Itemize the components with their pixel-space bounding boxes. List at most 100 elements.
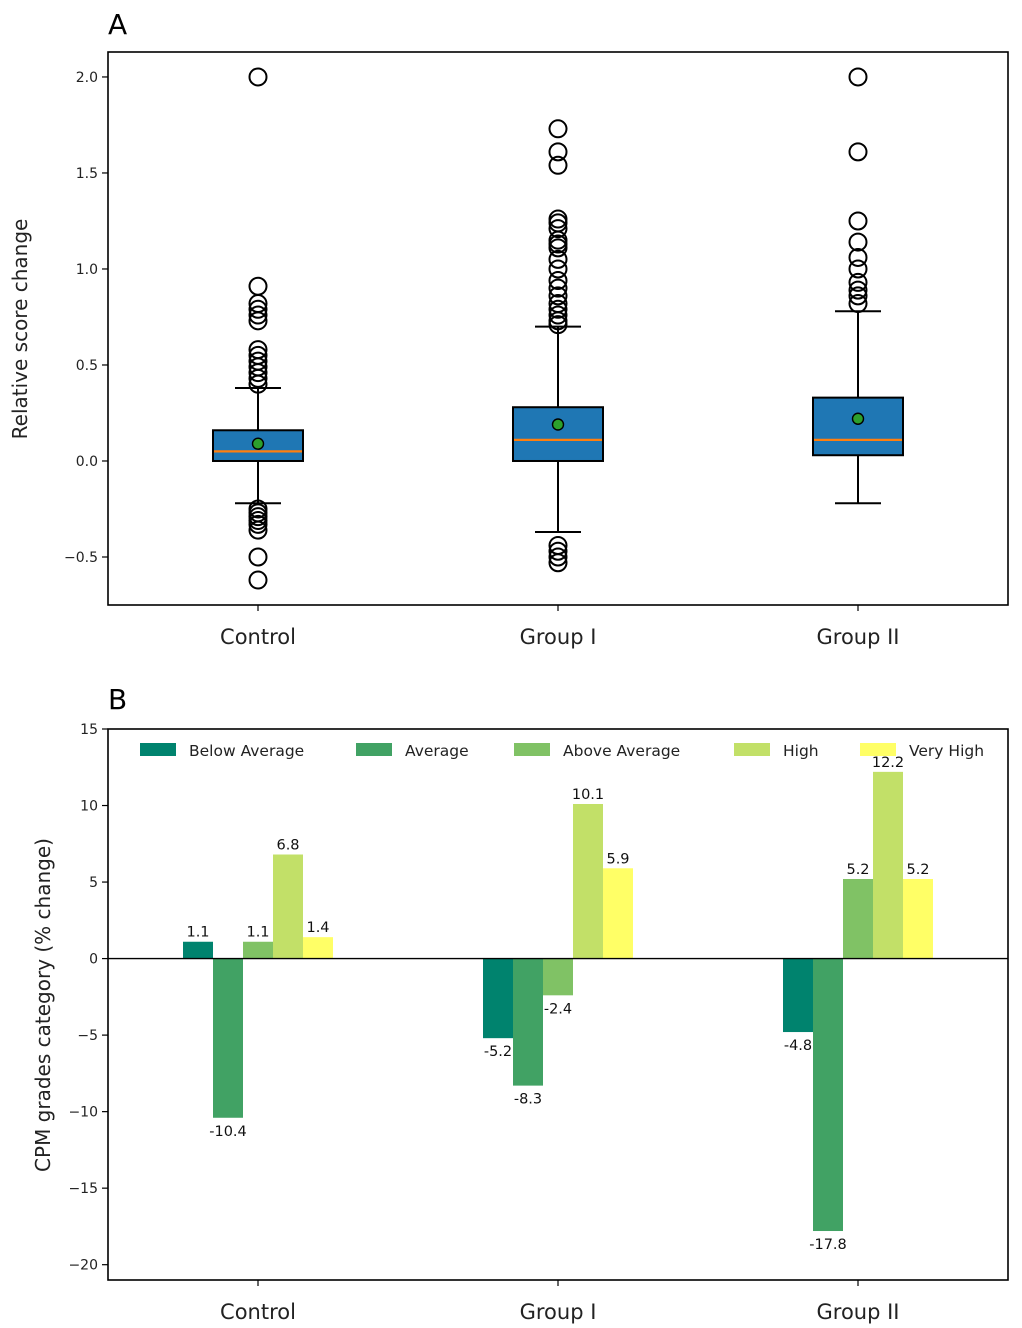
legend-swatch xyxy=(140,743,176,756)
bar-value-label: -17.8 xyxy=(809,1237,847,1253)
y-tick-label: 0.0 xyxy=(76,454,98,470)
box-group-ii xyxy=(812,67,904,505)
bar xyxy=(783,958,813,1033)
legend-item: Below Average xyxy=(140,742,304,760)
interquartile-box xyxy=(812,396,904,457)
bar-value-label: -4.8 xyxy=(784,1038,812,1054)
outlier-point xyxy=(848,232,868,252)
legend-item: Average xyxy=(356,742,469,760)
bar-group-control: 1.1 -10.4 1.1 6.8 1.4 xyxy=(183,838,333,1140)
outlier-point xyxy=(848,294,868,314)
x-tick-label: Control xyxy=(220,1300,296,1324)
bar-value-label: -8.3 xyxy=(514,1092,542,1108)
panel-a-x-axis: Control Group I Group II xyxy=(220,605,900,649)
legend-swatch xyxy=(356,743,392,756)
bar-group-group-i: -5.2 -8.3 -2.4 10.1 5.9 xyxy=(483,787,633,1108)
x-tick-label: Control xyxy=(220,625,296,649)
outlier-point xyxy=(548,119,568,139)
bar-value-label: 5.2 xyxy=(906,862,929,878)
panel-b-plot-area: 1.1 -10.4 1.1 6.8 1.4 -5.2 -8.3 -2.4 10.1 5.9 -4.8… xyxy=(108,755,1008,1253)
bar xyxy=(243,941,273,959)
outlier-point xyxy=(548,219,568,239)
x-tick-label: Group I xyxy=(520,625,597,649)
legend-swatch xyxy=(734,743,770,756)
y-tick-label: −0.5 xyxy=(64,550,98,566)
outlier-point xyxy=(548,209,568,229)
bar-value-label: -2.4 xyxy=(544,1001,572,1017)
outlier-point xyxy=(248,368,268,388)
bar-value-label: 6.8 xyxy=(276,838,299,854)
legend-swatch xyxy=(514,743,550,756)
bar-group-group-ii: -4.8 -17.8 5.2 12.2 5.2 xyxy=(783,755,933,1253)
outlier-point xyxy=(848,142,868,162)
outlier-point xyxy=(848,286,868,306)
legend-label: Above Average xyxy=(563,742,680,760)
outlier-point xyxy=(548,299,568,319)
bar xyxy=(603,868,633,959)
x-tick-label: Group II xyxy=(817,1300,900,1324)
x-tick-label: Group I xyxy=(520,1300,597,1324)
bar xyxy=(573,803,603,959)
bar xyxy=(513,958,543,1086)
outlier-point xyxy=(248,514,268,534)
outlier-point xyxy=(548,315,568,335)
panel-b-x-axis: Control Group I Group II xyxy=(220,1280,900,1324)
bar xyxy=(843,878,873,959)
y-tick-label: 0 xyxy=(89,952,98,968)
bar-value-label: 1.4 xyxy=(306,920,329,936)
outlier-point xyxy=(248,374,268,394)
y-tick-label: −10 xyxy=(68,1105,98,1121)
outlier-point xyxy=(548,553,568,573)
panel-a-plot-area xyxy=(212,67,904,590)
outlier-point xyxy=(548,305,568,325)
outlier-point xyxy=(548,286,568,306)
legend-item: Very High xyxy=(860,742,984,760)
bar xyxy=(813,958,843,1232)
bar-value-label: 10.1 xyxy=(572,787,604,803)
outlier-point xyxy=(248,363,268,383)
bar xyxy=(183,941,213,959)
bar-value-label: -5.2 xyxy=(484,1044,512,1060)
bar-value-label: 1.1 xyxy=(246,925,269,941)
mean-marker xyxy=(851,412,865,425)
panel-a-label: A xyxy=(108,8,127,41)
bar xyxy=(303,937,333,959)
legend-label: Below Average xyxy=(189,742,304,760)
outlier-point xyxy=(248,547,268,567)
y-tick-label: 0.5 xyxy=(76,358,98,374)
bar-value-label: 1.1 xyxy=(186,925,209,941)
outlier-point xyxy=(248,311,268,331)
legend-item: Above Average xyxy=(514,742,680,760)
outlier-point xyxy=(248,299,268,319)
legend-item: High xyxy=(734,742,819,760)
outlier-point xyxy=(548,278,568,298)
panel-a-y-axis: −0.5 0.0 0.5 1.0 1.5 2.0 xyxy=(64,70,108,566)
outlier-point xyxy=(548,259,568,279)
y-tick-label: 2.0 xyxy=(76,70,98,86)
outlier-point xyxy=(848,280,868,300)
outlier-point xyxy=(548,238,568,258)
mean-marker xyxy=(551,418,565,431)
bar-value-label: 5.2 xyxy=(846,862,869,878)
legend-label: Very High xyxy=(909,742,984,760)
bar-value-label: -10.4 xyxy=(209,1124,247,1140)
outlier-point xyxy=(548,155,568,175)
panel-b-y-axis-title: CPM grades category (% change) xyxy=(31,838,55,1172)
panel-a-box-plot: A −0.5 0.0 0.5 1.0 1.5 2.0 Control Group I Grou… xyxy=(8,8,1009,649)
interquartile-box xyxy=(512,406,604,462)
legend-label: Average xyxy=(405,742,469,760)
outlier-point xyxy=(848,259,868,279)
bar xyxy=(483,958,513,1039)
panel-b-legend: Below Average Average Above Average High Ver… xyxy=(140,742,984,760)
panel-b-y-axis: −20 −15 −10 −5 0 5 10 15 xyxy=(68,722,108,1274)
panel-b-bar-chart: B 1.1 -10.4 1.1 6.8 1.4 -5.2 -8.3 -2.4 10.1 5.9 -4… xyxy=(31,683,1009,1324)
outlier-point xyxy=(248,276,268,296)
box-control xyxy=(212,67,304,590)
outlier-point xyxy=(248,520,268,540)
mean-marker xyxy=(251,437,265,450)
outlier-point xyxy=(248,305,268,325)
panel-a-y-axis-title: Relative score change xyxy=(8,219,32,440)
legend-label: High xyxy=(783,742,819,760)
y-tick-label: 5 xyxy=(89,875,98,891)
panel-b-label: B xyxy=(108,683,127,716)
